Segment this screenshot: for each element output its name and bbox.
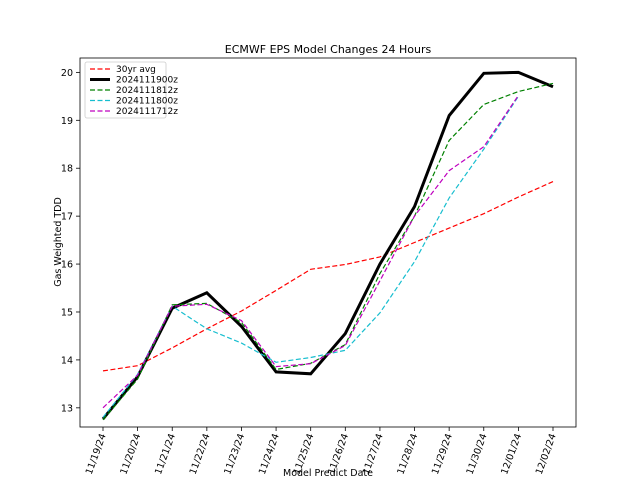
legend-label: 2024111900z	[116, 76, 178, 86]
x-tick-label: 11/21/24	[153, 432, 178, 476]
y-tick-label: 19	[61, 116, 73, 127]
y-axis-label: Gas Weighted TDD	[53, 197, 64, 287]
legend-label: 2024111812z	[116, 86, 178, 96]
x-tick-label: 11/28/24	[395, 432, 420, 476]
x-tick-label: 11/22/24	[188, 432, 213, 476]
series-line-30yr avg	[102, 181, 554, 372]
y-tick-label: 20	[61, 68, 73, 79]
x-tick-label: 11/20/24	[119, 432, 144, 476]
x-tick-label: 12/02/24	[534, 432, 559, 476]
x-tick-label: 11/24/24	[257, 432, 282, 476]
x-tick-label: 12/01/24	[499, 432, 524, 476]
y-tick-label: 14	[61, 355, 73, 366]
legend-label: 30yr avg	[116, 65, 156, 75]
x-tick-label: 11/30/24	[465, 432, 490, 476]
y-tick-label: 16	[61, 260, 73, 271]
legend-label: 2024111712z	[116, 107, 178, 117]
plot-area	[79, 57, 577, 428]
series-line-2024111712z	[102, 95, 519, 409]
legend-box	[84, 61, 167, 119]
x-tick-label: 11/29/24	[430, 432, 455, 476]
y-tick-label: 15	[61, 307, 73, 318]
legend: 30yr avg2024111900z2024111812z2024111800…	[84, 61, 178, 119]
chart-title: ECMWF EPS Model Changes 24 Hours	[225, 43, 432, 56]
x-tick-label: 11/19/24	[84, 432, 109, 476]
y-axis: 13 14 15 16 17 18 19 20	[61, 68, 80, 414]
x-tick-label: 11/23/24	[222, 432, 247, 476]
y-tick-label: 13	[61, 403, 73, 414]
y-tick-label: 18	[61, 164, 73, 175]
series-layer	[101, 70, 554, 421]
x-axis-label: Model Predict Date	[283, 468, 373, 479]
y-tick-label: 17	[61, 212, 73, 223]
legend-label: 2024111800z	[116, 97, 178, 107]
